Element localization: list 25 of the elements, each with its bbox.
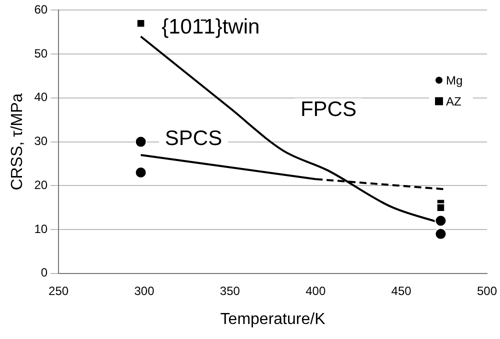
annotation: {101̄1}twin: [162, 16, 260, 39]
annotation: FPCS: [300, 98, 356, 122]
x-tick-label: 500: [476, 284, 498, 298]
point: [434, 214, 447, 227]
y-tick-label: 20: [34, 178, 48, 192]
x-tick-label: 300: [134, 284, 155, 298]
point: [134, 166, 147, 179]
y-tick-label: 10: [34, 222, 48, 236]
x-tick-label: 250: [48, 284, 69, 298]
x-axis-title: Temperature/K: [220, 310, 326, 328]
legend-label: Mg: [446, 74, 463, 88]
y-tick-label: 60: [34, 2, 48, 17]
y-tick-label: 0: [40, 266, 48, 280]
y-axis-title: CRSS, τ/MPa: [9, 93, 26, 190]
x-tick-label: 400: [306, 284, 326, 298]
x-tick-label: 450: [391, 284, 412, 298]
annotation: SPCS: [164, 126, 222, 150]
legend-label: AZ: [446, 94, 462, 109]
point: [436, 203, 446, 212]
point: [434, 228, 447, 240]
y-tick-label: 40: [34, 90, 48, 104]
point: [134, 136, 147, 148]
y-tick-label: 50: [34, 46, 48, 60]
y-tick-label: 30: [34, 134, 48, 148]
x-tick-label: 350: [220, 284, 240, 298]
